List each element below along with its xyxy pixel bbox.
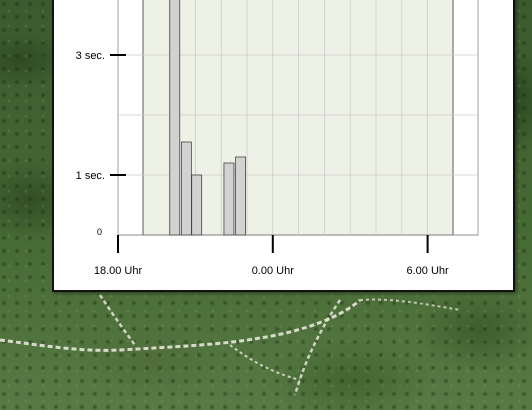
- y-tick-label: 0: [97, 227, 102, 237]
- bar-series: [169, 0, 246, 236]
- bar-0: [169, 0, 181, 236]
- chart-svg: 0 1 sec. 3 sec. 18.00 Uhr 0.00 Uhr 6.00 Uhr: [76, 0, 479, 277]
- y-tick-label: 3 sec.: [76, 50, 105, 62]
- x-tick-label: 0.00 Uhr: [252, 265, 295, 277]
- y-tick-label: 1 sec.: [76, 170, 105, 182]
- bar-2: [191, 174, 203, 236]
- x-tick-label: 18.00 Uhr: [94, 265, 143, 277]
- chart-panel: 0 1 sec. 3 sec. 18.00 Uhr 0.00 Uhr 6.00 Uhr: [52, 0, 515, 292]
- bar-4: [235, 156, 246, 236]
- x-tick-label: 6.00 Uhr: [406, 265, 449, 277]
- x-axis: 18.00 Uhr 0.00 Uhr 6.00 Uhr: [94, 235, 449, 277]
- bar-3: [223, 162, 235, 236]
- bar-1: [180, 141, 192, 236]
- y-axis: 0 1 sec. 3 sec.: [76, 50, 126, 237]
